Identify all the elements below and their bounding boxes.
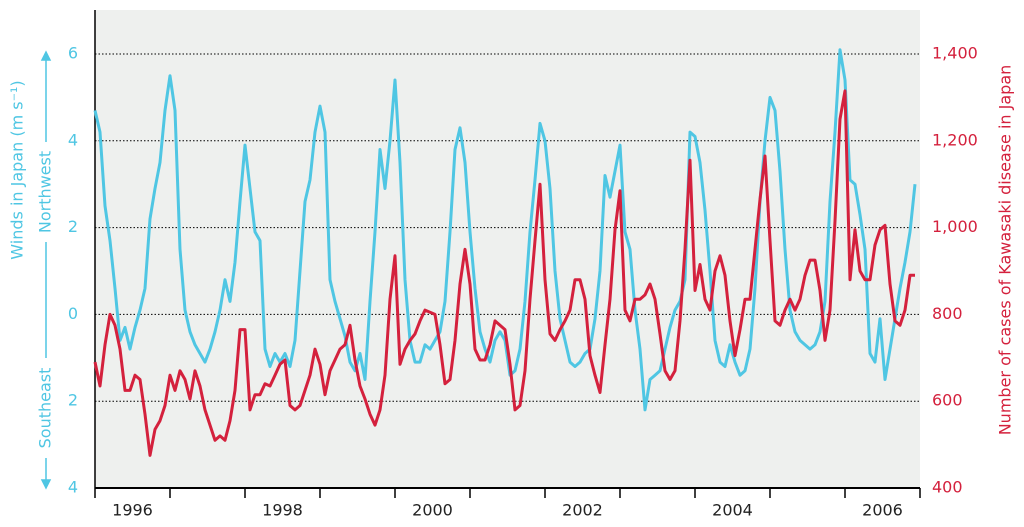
- y2-tick-label: 1,000: [932, 217, 978, 236]
- x-tick-label: 2000: [412, 501, 453, 520]
- y2-tick-label: 600: [932, 391, 963, 410]
- direction-label: Northwest: [36, 151, 55, 233]
- y-axis-label: Winds in Japan (m s⁻¹): [8, 80, 27, 259]
- y-tick-label: 0: [68, 304, 78, 323]
- direction-label: Southeast: [36, 368, 55, 449]
- y-tick-label: 2: [68, 217, 78, 236]
- x-tick-label: 1996: [112, 501, 153, 520]
- data-line: [93, 48, 917, 412]
- y-tick-label: 4: [68, 478, 78, 497]
- data-line: [93, 89, 915, 457]
- direction-arrows: [40, 50, 52, 490]
- x-tick-label: 2006: [862, 501, 903, 520]
- y-tick-label: 4: [68, 130, 78, 149]
- y2-tick-label: 1,200: [932, 130, 978, 149]
- x-tick-label: 2002: [562, 501, 603, 520]
- y-tick-label: 2: [68, 391, 78, 410]
- plot-background: [95, 10, 920, 488]
- y2-axis-label: Number of cases of Kawasaki disease in J…: [996, 65, 1015, 436]
- y-tick-label: 6: [68, 44, 78, 63]
- x-tick-label: 1998: [262, 501, 303, 520]
- y2-tick-label: 800: [932, 304, 963, 323]
- y2-tick-label: 1,400: [932, 44, 978, 63]
- y2-tick-label: 400: [932, 478, 963, 497]
- x-tick-label: 2004: [712, 501, 753, 520]
